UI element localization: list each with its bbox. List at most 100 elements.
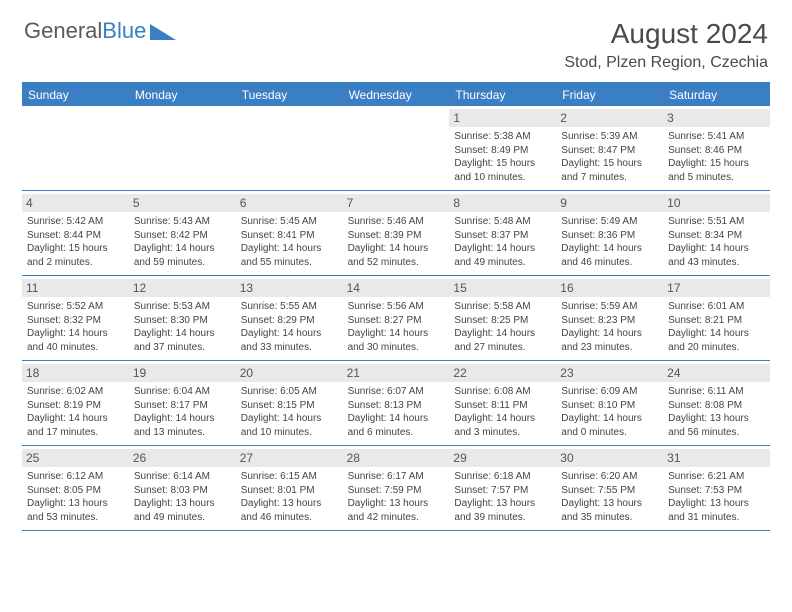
- day-sunrise-text: Sunrise: 6:07 AM: [348, 385, 445, 399]
- day-day1-text: Daylight: 14 hours: [348, 412, 445, 426]
- day-number: 15: [449, 279, 556, 297]
- day-sunset-text: Sunset: 8:23 PM: [561, 314, 658, 328]
- day-number: [22, 109, 129, 127]
- day-day2-text: and 10 minutes.: [241, 426, 338, 440]
- day-sunrise-text: Sunrise: 6:05 AM: [241, 385, 338, 399]
- day-day1-text: Daylight: 14 hours: [668, 327, 765, 341]
- day-sunset-text: Sunset: 8:19 PM: [27, 399, 124, 413]
- day-sunrise-text: Sunrise: 6:12 AM: [27, 470, 124, 484]
- day-day2-text: and 53 minutes.: [27, 511, 124, 525]
- day-cell: 2Sunrise: 5:39 AMSunset: 8:47 PMDaylight…: [556, 106, 663, 190]
- day-day1-text: Daylight: 14 hours: [561, 242, 658, 256]
- day-number: 5: [129, 194, 236, 212]
- day-day1-text: Daylight: 15 hours: [27, 242, 124, 256]
- day-day1-text: Daylight: 13 hours: [561, 497, 658, 511]
- day-sunrise-text: Sunrise: 6:15 AM: [241, 470, 338, 484]
- day-number: 25: [22, 449, 129, 467]
- day-sunset-text: Sunset: 8:21 PM: [668, 314, 765, 328]
- day-day1-text: Daylight: 14 hours: [134, 327, 231, 341]
- day-number: 6: [236, 194, 343, 212]
- day-sunrise-text: Sunrise: 5:55 AM: [241, 300, 338, 314]
- day-sunrise-text: Sunrise: 5:41 AM: [668, 130, 765, 144]
- day-day1-text: Daylight: 13 hours: [27, 497, 124, 511]
- day-number: 28: [343, 449, 450, 467]
- day-cell: 16Sunrise: 5:59 AMSunset: 8:23 PMDayligh…: [556, 276, 663, 360]
- day-sunset-text: Sunset: 8:30 PM: [134, 314, 231, 328]
- day-day1-text: Daylight: 13 hours: [668, 412, 765, 426]
- day-number: 12: [129, 279, 236, 297]
- day-cell: 31Sunrise: 6:21 AMSunset: 7:53 PMDayligh…: [663, 446, 770, 530]
- day-cell: 22Sunrise: 6:08 AMSunset: 8:11 PMDayligh…: [449, 361, 556, 445]
- day-cell: [343, 106, 450, 190]
- day-day1-text: Daylight: 14 hours: [348, 327, 445, 341]
- weekday-sunday: Sunday: [22, 84, 129, 106]
- day-sunset-text: Sunset: 8:03 PM: [134, 484, 231, 498]
- day-day2-text: and 23 minutes.: [561, 341, 658, 355]
- day-cell: [129, 106, 236, 190]
- week-row: 1 Sunrise: 5:38 AMSunset: 8:49 PMDaylight…: [22, 106, 770, 191]
- day-sunset-text: Sunset: 7:59 PM: [348, 484, 445, 498]
- day-number: 4: [22, 194, 129, 212]
- day-number: 22: [449, 364, 556, 382]
- day-cell: 11Sunrise: 5:52 AMSunset: 8:32 PMDayligh…: [22, 276, 129, 360]
- logo-triangle-icon: [150, 22, 176, 40]
- day-sunrise-text: Sunrise: 6:21 AM: [668, 470, 765, 484]
- day-sunset-text: Sunset: 8:25 PM: [454, 314, 551, 328]
- day-sunset-text: Sunset: 7:53 PM: [668, 484, 765, 498]
- day-number: 1: [449, 109, 556, 127]
- day-cell: 8Sunrise: 5:48 AMSunset: 8:37 PMDaylight…: [449, 191, 556, 275]
- day-sunrise-text: Sunrise: 5:52 AM: [27, 300, 124, 314]
- day-number: [129, 109, 236, 127]
- day-day2-text: and 31 minutes.: [668, 511, 765, 525]
- day-sunrise-text: Sunrise: 5:42 AM: [27, 215, 124, 229]
- day-sunset-text: Sunset: 8:42 PM: [134, 229, 231, 243]
- day-day2-text: and 20 minutes.: [668, 341, 765, 355]
- day-number: 17: [663, 279, 770, 297]
- day-day2-text: and 43 minutes.: [668, 256, 765, 270]
- day-day1-text: Daylight: 15 hours: [454, 157, 551, 171]
- day-day2-text: and 49 minutes.: [134, 511, 231, 525]
- day-cell: 10Sunrise: 5:51 AMSunset: 8:34 PMDayligh…: [663, 191, 770, 275]
- day-sunset-text: Sunset: 8:36 PM: [561, 229, 658, 243]
- day-day1-text: Daylight: 14 hours: [241, 242, 338, 256]
- day-sunset-text: Sunset: 8:49 PM: [454, 144, 551, 158]
- day-cell: 30Sunrise: 6:20 AMSunset: 7:55 PMDayligh…: [556, 446, 663, 530]
- day-number: 31: [663, 449, 770, 467]
- day-number: 18: [22, 364, 129, 382]
- day-sunrise-text: Sunrise: 5:39 AM: [561, 130, 658, 144]
- day-day2-text: and 37 minutes.: [134, 341, 231, 355]
- day-day1-text: Daylight: 13 hours: [454, 497, 551, 511]
- day-cell: 14Sunrise: 5:56 AMSunset: 8:27 PMDayligh…: [343, 276, 450, 360]
- day-day1-text: Daylight: 13 hours: [348, 497, 445, 511]
- week-row: 4Sunrise: 5:42 AMSunset: 8:44 PMDaylight…: [22, 191, 770, 276]
- day-cell: 7Sunrise: 5:46 AMSunset: 8:39 PMDaylight…: [343, 191, 450, 275]
- weekday-header-row: Sunday Monday Tuesday Wednesday Thursday…: [22, 84, 770, 106]
- day-day2-text: and 7 minutes.: [561, 171, 658, 185]
- day-number: 16: [556, 279, 663, 297]
- day-day1-text: Daylight: 14 hours: [27, 412, 124, 426]
- day-sunset-text: Sunset: 8:11 PM: [454, 399, 551, 413]
- day-number: [236, 109, 343, 127]
- day-sunrise-text: Sunrise: 5:49 AM: [561, 215, 658, 229]
- week-row: 11Sunrise: 5:52 AMSunset: 8:32 PMDayligh…: [22, 276, 770, 361]
- day-number: 29: [449, 449, 556, 467]
- day-sunset-text: Sunset: 8:34 PM: [668, 229, 765, 243]
- day-sunset-text: Sunset: 8:44 PM: [27, 229, 124, 243]
- day-cell: 3Sunrise: 5:41 AMSunset: 8:46 PMDaylight…: [663, 106, 770, 190]
- day-number: 30: [556, 449, 663, 467]
- day-number: 19: [129, 364, 236, 382]
- day-sunset-text: Sunset: 8:46 PM: [668, 144, 765, 158]
- weekday-thursday: Thursday: [449, 84, 556, 106]
- day-day1-text: Daylight: 14 hours: [454, 327, 551, 341]
- day-sunrise-text: Sunrise: 5:46 AM: [348, 215, 445, 229]
- day-cell: 29Sunrise: 6:18 AMSunset: 7:57 PMDayligh…: [449, 446, 556, 530]
- weekday-saturday: Saturday: [663, 84, 770, 106]
- day-cell: [236, 106, 343, 190]
- day-day2-text: and 46 minutes.: [561, 256, 658, 270]
- day-sunrise-text: Sunrise: 6:14 AM: [134, 470, 231, 484]
- week-row: 18Sunrise: 6:02 AMSunset: 8:19 PMDayligh…: [22, 361, 770, 446]
- day-sunrise-text: Sunrise: 6:20 AM: [561, 470, 658, 484]
- day-day2-text: and 56 minutes.: [668, 426, 765, 440]
- day-sunrise-text: Sunrise: 5:38 AM: [454, 130, 551, 144]
- day-cell: 18Sunrise: 6:02 AMSunset: 8:19 PMDayligh…: [22, 361, 129, 445]
